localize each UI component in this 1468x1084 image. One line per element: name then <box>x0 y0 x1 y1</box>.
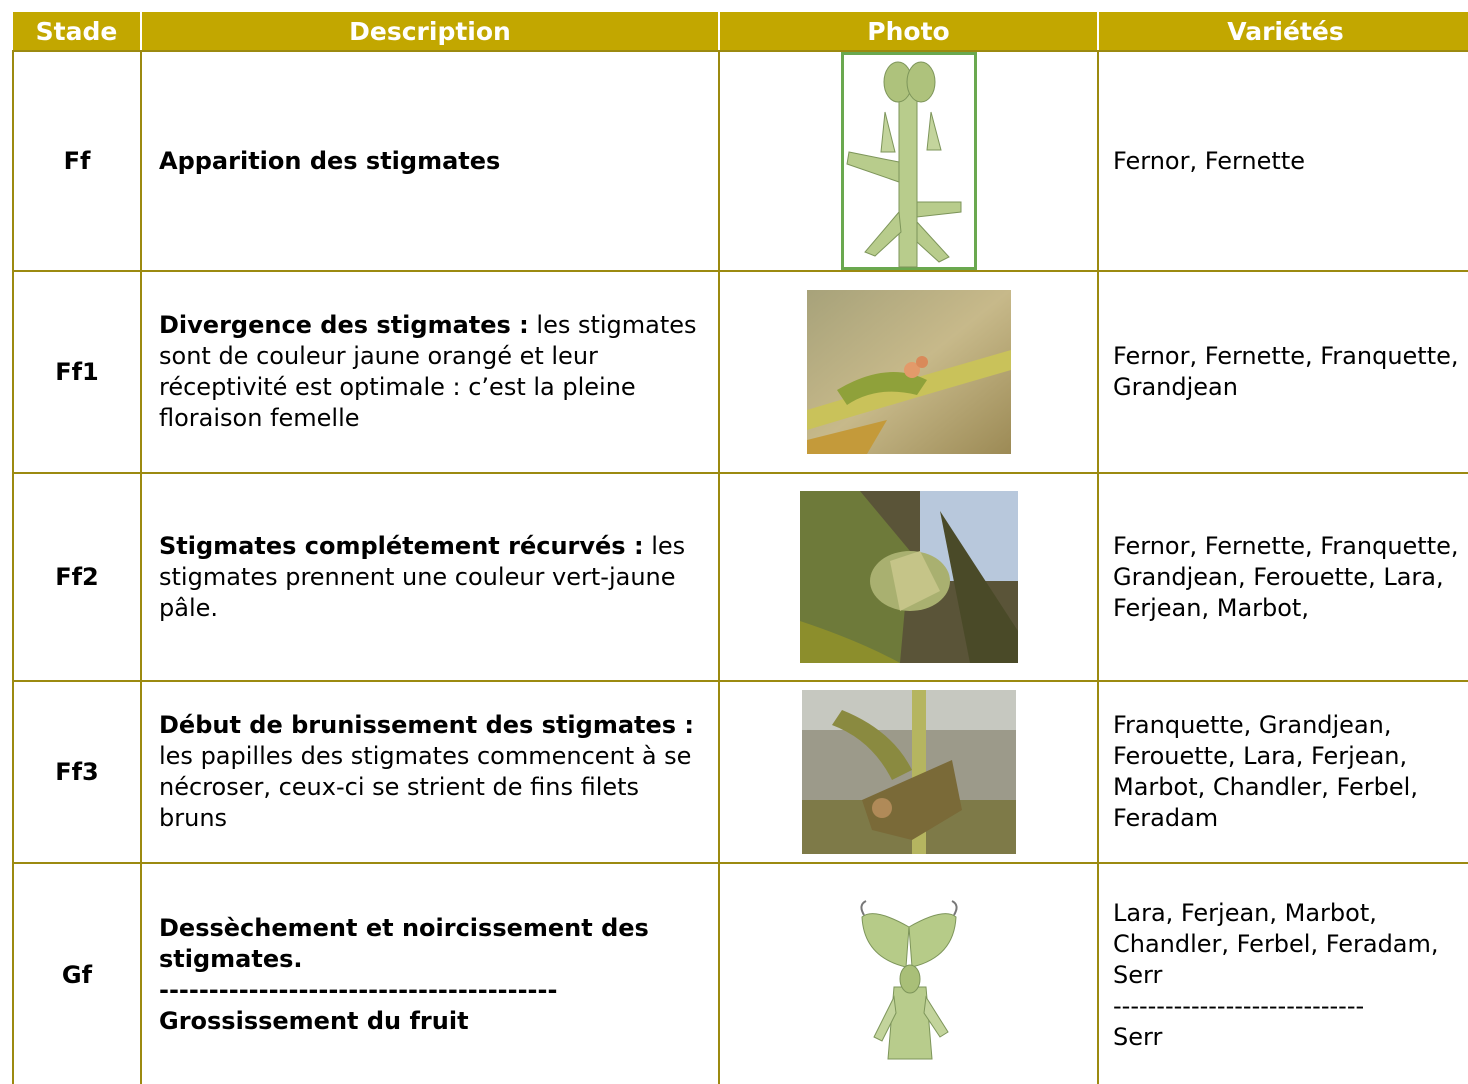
table-wrap: Stade Description Photo Variétés Ff Appariti… <box>12 12 1468 1084</box>
description-paragraph: Début de brunissement des stigmates : le… <box>159 710 702 834</box>
photo-cell <box>718 473 1099 682</box>
table-row: Gf Dessèchement et noircissement des stig… <box>12 863 1468 1084</box>
table-body: Ff Apparition des stigmates Fernor, Fernet… <box>12 51 1468 1084</box>
description-paragraph: Dessèchement et noircissement des stigma… <box>159 913 702 975</box>
description-cell: Stigmates complétement récurvés : les st… <box>140 473 720 682</box>
stade-cell: Ff <box>12 51 142 272</box>
description-text: les stigmates prennent une couleur vert-… <box>159 531 686 622</box>
stade-cell: Ff2 <box>12 473 142 682</box>
varietes-line: Fernor, Fernette, Franquette, Grandjean,… <box>1113 531 1459 622</box>
description-paragraph: Divergence des stigmates : les stigmates… <box>159 310 702 434</box>
table-row: Ff2 Stigmates complétement récurvés : les… <box>12 473 1468 682</box>
varietes-line: Serr <box>1113 1022 1163 1051</box>
photo-cell <box>718 271 1099 474</box>
stade-cell: Gf <box>12 863 142 1084</box>
description-cell: Dessèchement et noircissement des stigma… <box>140 863 720 1084</box>
photo <box>799 491 1018 663</box>
photo-cell <box>718 681 1099 864</box>
description-text: les stigmates sont de couleur jaune oran… <box>159 311 697 432</box>
description-paragraph: ---------------------------------------- <box>159 975 702 1006</box>
header-row: Stade Description Photo Variétés <box>13 12 1468 52</box>
column-header: Description <box>141 12 720 52</box>
varietes-cell: Franquette, Grandjean, Ferouette, Lara, … <box>1097 681 1468 864</box>
column-header: Stade <box>13 12 142 52</box>
table-row: Ff Apparition des stigmates Fernor, Fernet… <box>12 51 1468 272</box>
description-cell: Divergence des stigmates : les stigmates… <box>140 271 720 474</box>
description-bold: Apparition des stigmates <box>159 146 501 175</box>
varietes-cell: Fernor, Fernette, Franquette, Grandjean <box>1097 271 1468 474</box>
varietes-line: Lara, Ferjean, Marbot, Chandler, Ferbel,… <box>1113 898 1439 989</box>
column-header: Photo <box>719 12 1099 52</box>
description-bold: Stigmates complétement récurvés : <box>159 531 644 560</box>
description-text: les papilles des stigmates commencent à … <box>159 742 692 832</box>
table-row: Ff1 Divergence des stigmates : les stigma… <box>12 271 1468 474</box>
description-paragraph: Stigmates complétement récurvés : les st… <box>159 531 702 624</box>
description-cell: Apparition des stigmates <box>140 51 720 272</box>
varietes-line: ----------------------------- <box>1113 991 1365 1020</box>
description-bold: Grossissement du fruit <box>159 1007 469 1035</box>
varietes-line: Fernor, Fernette, Franquette, Grandjean <box>1113 342 1459 401</box>
varietes-line: Fernor, Fernette <box>1113 146 1305 175</box>
varietes-cell: Fernor, Fernette <box>1097 51 1468 272</box>
table-row: Ff3 Début de brunissement des stigmates :… <box>12 681 1468 864</box>
description-paragraph: Apparition des stigmates <box>159 146 702 177</box>
column-header: Variétés <box>1098 12 1468 52</box>
phenology-table: Stade Description Photo Variétés Ff Appariti… <box>12 12 1468 1084</box>
stade-cell: Ff3 <box>12 681 142 864</box>
stade-cell: Ff1 <box>12 271 142 474</box>
description-cell: Début de brunissement des stigmates : le… <box>140 681 720 864</box>
photo-cell <box>718 51 1099 272</box>
description-bold: ---------------------------------------- <box>159 976 558 1004</box>
photo-drawing <box>859 900 958 1060</box>
photo <box>806 290 1011 454</box>
photo <box>801 690 1016 854</box>
varietes-cell: Fernor, Fernette, Franquette, Grandjean,… <box>1097 473 1468 682</box>
description-bold: Dessèchement et noircissement des stigma… <box>159 914 649 973</box>
varietes-line: Franquette, Grandjean, Ferouette, Lara, … <box>1113 711 1418 832</box>
description-bold: Divergence des stigmates : <box>159 311 529 339</box>
description-paragraph: Grossissement du fruit <box>159 1006 702 1037</box>
varietes-cell: Lara, Ferjean, Marbot, Chandler, Ferbel,… <box>1097 863 1468 1084</box>
photo-drawing <box>840 52 977 270</box>
photo-cell <box>718 863 1099 1084</box>
description-bold: Début de brunissement des stigmates : <box>159 711 695 739</box>
